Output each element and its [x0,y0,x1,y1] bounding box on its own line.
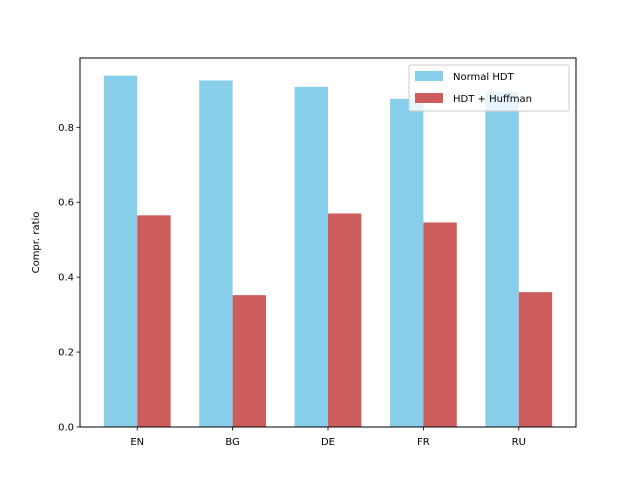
bar-hdt-huffman-fr [423,222,457,427]
legend-frame [408,64,570,112]
bars-group [103,75,553,428]
x-tick-label-ru: RU [512,437,526,448]
bar-normal-hdt-bg [199,80,233,427]
bar-hdt-huffman-de [328,213,362,427]
bar-hdt-huffman-ru [518,292,553,427]
y-tick-label: 0.8 [58,123,74,134]
y-tick-label: 0.4 [58,273,74,284]
x-tick-label-de: DE [321,437,335,448]
y-tick-label: 0.0 [58,423,74,434]
legend-label-hdt-huffman: HDT + Huffman [453,94,532,105]
x-tick-label-fr: FR [417,437,430,448]
bar-normal-hdt-ru [485,91,519,428]
plot-frame [79,57,577,428]
y-tick-label: 0.6 [58,198,74,209]
legend-swatch-normal-hdt [415,71,443,81]
y-axis-label: Compr. ratio [31,212,42,274]
legend-label-normal-hdt: Normal HDT [453,72,515,83]
x-tick-label-en: EN [130,437,144,448]
bar-normal-hdt-de [294,86,328,427]
bar-normal-hdt-en [103,75,138,427]
legend-swatch-hdt-huffman [415,93,443,103]
bar-hdt-huffman-bg [232,295,266,427]
legend: Normal HDT HDT + Huffman [408,64,570,112]
bar-hdt-huffman-en [137,215,171,427]
x-tick-label-bg: BG [225,437,239,448]
bar-normal-hdt-fr [390,98,424,428]
x-axis-ticks: EN BG DE FR RU [130,427,526,448]
y-axis-ticks: 0.0 0.2 0.4 0.6 0.8 [58,123,80,434]
y-tick-label: 0.2 [58,348,74,359]
